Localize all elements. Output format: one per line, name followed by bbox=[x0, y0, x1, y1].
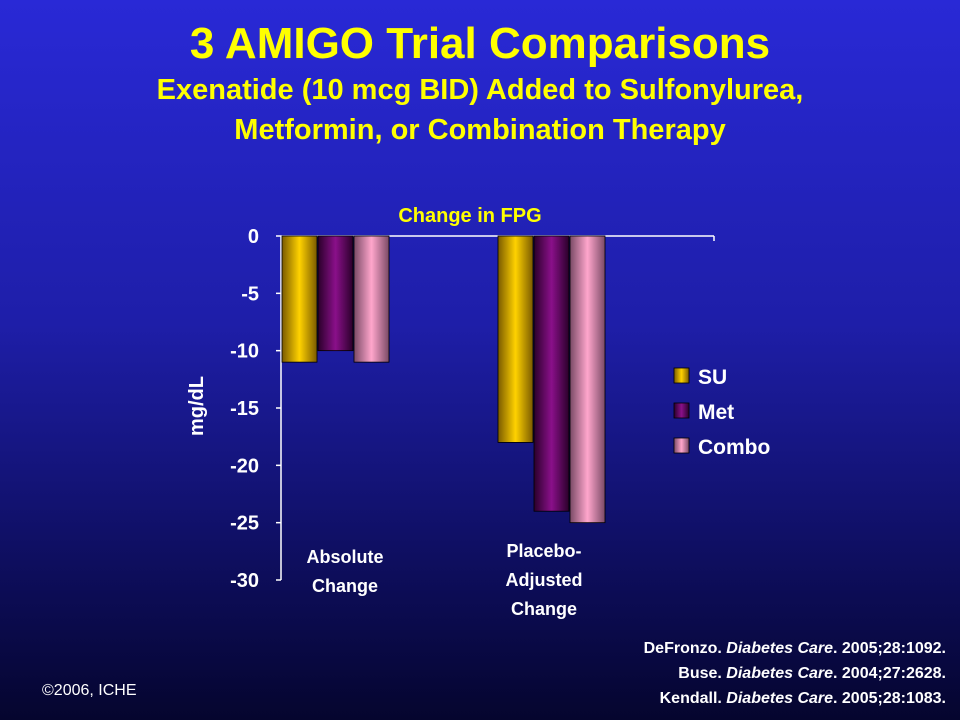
reference-2: Buse. Diabetes Care. 2004;27:2628. bbox=[678, 665, 946, 682]
legend-label-su: SU bbox=[698, 366, 727, 389]
slide-title: 3 AMIGO Trial Comparisons bbox=[189, 19, 771, 68]
reference-1: DeFronzo. Diabetes Care. 2005;28:1092. bbox=[643, 640, 946, 657]
bar-su-1 bbox=[281, 235, 318, 363]
category-label: Change bbox=[312, 576, 378, 596]
y-tick-label: -25 bbox=[230, 513, 259, 535]
bar-met-2 bbox=[533, 235, 570, 512]
y-tick-label: -15 bbox=[230, 398, 259, 420]
y-tick-label: 0 bbox=[248, 226, 259, 248]
category-label: Absolute bbox=[306, 547, 383, 567]
bar-met-1 bbox=[317, 235, 354, 352]
reference-3: Kendall. Diabetes Care. 2005;28:1083. bbox=[659, 690, 946, 707]
y-tick-label: -20 bbox=[230, 455, 259, 477]
references: DeFronzo. Diabetes Care. 2005;28:1092. B… bbox=[644, 636, 946, 711]
legend-swatch-su bbox=[673, 367, 690, 384]
bar-combo-2 bbox=[569, 235, 606, 524]
y-tick-label: -5 bbox=[241, 283, 259, 305]
legend-swatch-met bbox=[673, 402, 690, 419]
y-tick-label: -30 bbox=[230, 570, 259, 592]
category-label: Placebo- bbox=[506, 541, 581, 561]
category-label: Adjusted bbox=[505, 570, 582, 590]
y-tick-label: -10 bbox=[230, 341, 259, 363]
legend-label-met: Met bbox=[698, 401, 734, 424]
slide-subtitle-line-2: Metformin, or Combination Therapy bbox=[234, 114, 726, 146]
copyright-credit: ©2006, ICHE bbox=[42, 682, 137, 699]
slide-title-block: 3 AMIGO Trial Comparisons Exenatide (10 … bbox=[0, 18, 960, 150]
bar-su-2 bbox=[497, 235, 534, 443]
category-label: Change bbox=[511, 599, 577, 619]
y-axis-label: mg/dL bbox=[186, 376, 208, 436]
legend-label-combo: Combo bbox=[698, 436, 770, 459]
legend-swatch-combo bbox=[673, 437, 690, 454]
chart-title: Change in FPG bbox=[398, 205, 541, 227]
bar-combo-1 bbox=[353, 235, 390, 363]
slide-subtitle-line-1: Exenatide (10 mcg BID) Added to Sulfonyl… bbox=[156, 74, 804, 106]
